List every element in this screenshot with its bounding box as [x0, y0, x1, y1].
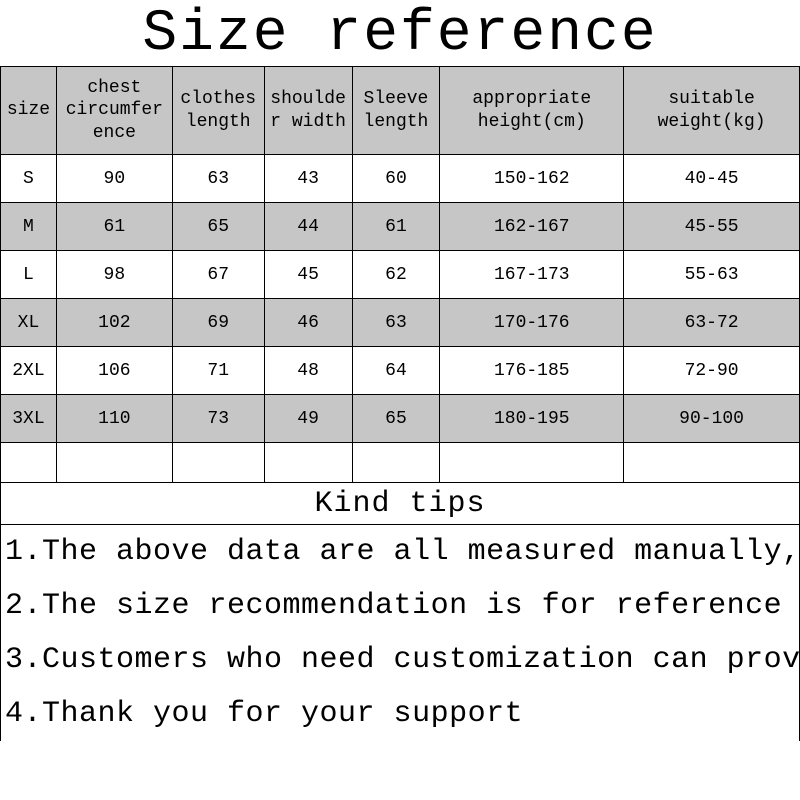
cell: 44 [264, 203, 352, 251]
cell: 55-63 [624, 251, 800, 299]
size-table: size chest circumference clothes length … [0, 66, 800, 483]
header-weight: suitable weight(kg) [624, 67, 800, 155]
cell: 64 [352, 347, 440, 395]
cell: XL [1, 299, 57, 347]
tip-item: 2.The size recommendation is for referen… [1, 579, 799, 633]
cell: S [1, 155, 57, 203]
table-row: 3XL 110 73 49 65 180-195 90-100 [1, 395, 800, 443]
cell: 73 [172, 395, 264, 443]
size-reference-page: Size reference size chest circumference … [0, 0, 800, 800]
cell: 98 [56, 251, 172, 299]
table-row: XL 102 69 46 63 170-176 63-72 [1, 299, 800, 347]
cell: 67 [172, 251, 264, 299]
cell: 90-100 [624, 395, 800, 443]
blank-cell [172, 443, 264, 483]
cell: 60 [352, 155, 440, 203]
cell: 65 [172, 203, 264, 251]
cell: 162-167 [440, 203, 624, 251]
cell: 2XL [1, 347, 57, 395]
cell: 72-90 [624, 347, 800, 395]
table-row: 2XL 106 71 48 64 176-185 72-90 [1, 347, 800, 395]
cell: 65 [352, 395, 440, 443]
cell: 170-176 [440, 299, 624, 347]
blank-cell [56, 443, 172, 483]
cell: L [1, 251, 57, 299]
cell: 180-195 [440, 395, 624, 443]
cell: 45 [264, 251, 352, 299]
blank-cell [624, 443, 800, 483]
header-chest: chest circumference [56, 67, 172, 155]
header-sleeve: Sleeve length [352, 67, 440, 155]
page-title: Size reference [0, 0, 800, 66]
size-table-body: S 90 63 43 60 150-162 40-45 M 61 65 44 6… [1, 155, 800, 483]
cell: 167-173 [440, 251, 624, 299]
header-row: size chest circumference clothes length … [1, 67, 800, 155]
blank-row [1, 443, 800, 483]
cell: 40-45 [624, 155, 800, 203]
blank-cell [352, 443, 440, 483]
blank-cell [440, 443, 624, 483]
header-height: appropriate height(cm) [440, 67, 624, 155]
cell: 63 [172, 155, 264, 203]
cell: 71 [172, 347, 264, 395]
cell: 90 [56, 155, 172, 203]
header-shoulder: shoulder width [264, 67, 352, 155]
cell: 106 [56, 347, 172, 395]
tips-title: Kind tips [0, 483, 800, 525]
tip-item: 1.The above data are all measured manual… [1, 525, 799, 579]
header-clothes-length: clothes length [172, 67, 264, 155]
cell: 3XL [1, 395, 57, 443]
blank-cell [1, 443, 57, 483]
cell: 110 [56, 395, 172, 443]
cell: 150-162 [440, 155, 624, 203]
cell: 176-185 [440, 347, 624, 395]
cell: M [1, 203, 57, 251]
cell: 69 [172, 299, 264, 347]
table-row: L 98 67 45 62 167-173 55-63 [1, 251, 800, 299]
table-row: S 90 63 43 60 150-162 40-45 [1, 155, 800, 203]
cell: 63 [352, 299, 440, 347]
cell: 46 [264, 299, 352, 347]
cell: 63-72 [624, 299, 800, 347]
cell: 45-55 [624, 203, 800, 251]
cell: 48 [264, 347, 352, 395]
cell: 43 [264, 155, 352, 203]
blank-cell [264, 443, 352, 483]
cell: 61 [56, 203, 172, 251]
cell: 62 [352, 251, 440, 299]
cell: 102 [56, 299, 172, 347]
cell: 61 [352, 203, 440, 251]
table-row: M 61 65 44 61 162-167 45-55 [1, 203, 800, 251]
header-size: size [1, 67, 57, 155]
tip-item: 3.Customers who need customization can p… [1, 633, 799, 687]
tips-list: 1.The above data are all measured manual… [0, 525, 800, 741]
cell: 49 [264, 395, 352, 443]
size-table-head: size chest circumference clothes length … [1, 67, 800, 155]
tip-item: 4.Thank you for your support [1, 687, 799, 741]
